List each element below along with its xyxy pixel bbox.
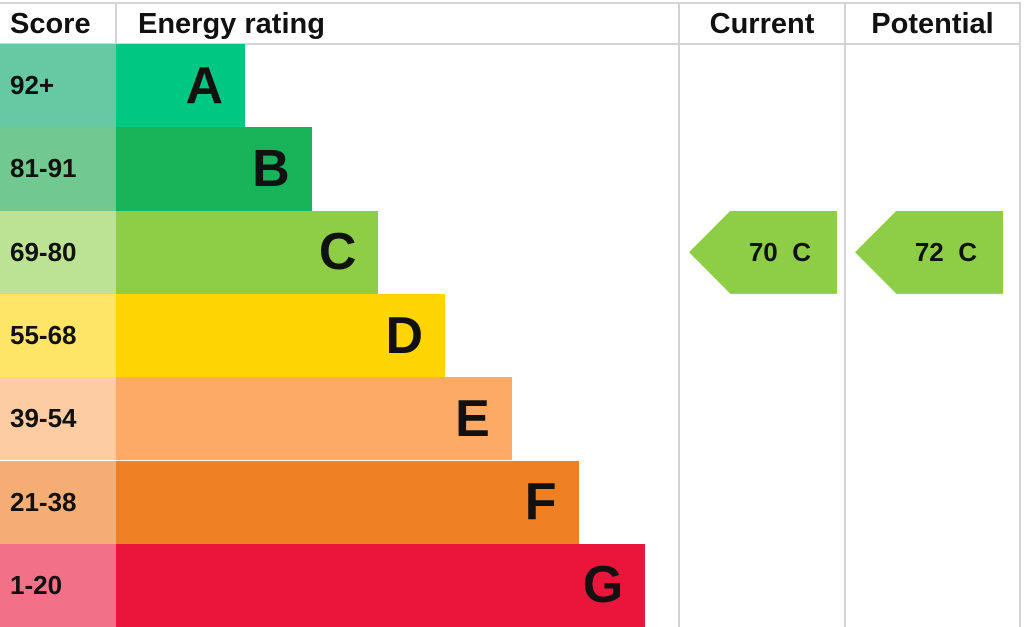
header-divider [0,43,1020,45]
header-energy-rating: Energy rating [138,8,325,40]
score-range-c: 69-80 [0,210,116,294]
current-rating-label: 70 C [748,236,811,267]
score-range-f: 21-38 [0,460,116,544]
potential-rating-label: 72 C [914,236,977,267]
divider [844,2,846,627]
score-range-g: 1-20 [0,543,116,627]
divider [678,2,680,627]
current-rating-arrow: 70 C [689,210,837,294]
band-bar-b: B [116,127,312,211]
band-bar-g: G [116,543,646,627]
header-score: Score [10,8,91,40]
band-bar-c: C [116,210,379,294]
band-bar-a: A [116,44,245,128]
band-bar-e: E [116,377,512,461]
header-current: Current [709,8,815,40]
score-range-d: 55-68 [0,293,116,378]
potential-rating-arrow: 72 C [855,210,1003,294]
top-border [0,2,1020,4]
band-bar-f: F [116,460,579,544]
score-range-b: 81-91 [0,127,116,211]
score-range-e: 39-54 [0,377,116,461]
score-range-a: 92+ [0,44,116,128]
divider [115,2,117,44]
divider [1019,2,1021,627]
band-bar-d: D [116,293,446,378]
header-potential: Potential [871,8,994,40]
